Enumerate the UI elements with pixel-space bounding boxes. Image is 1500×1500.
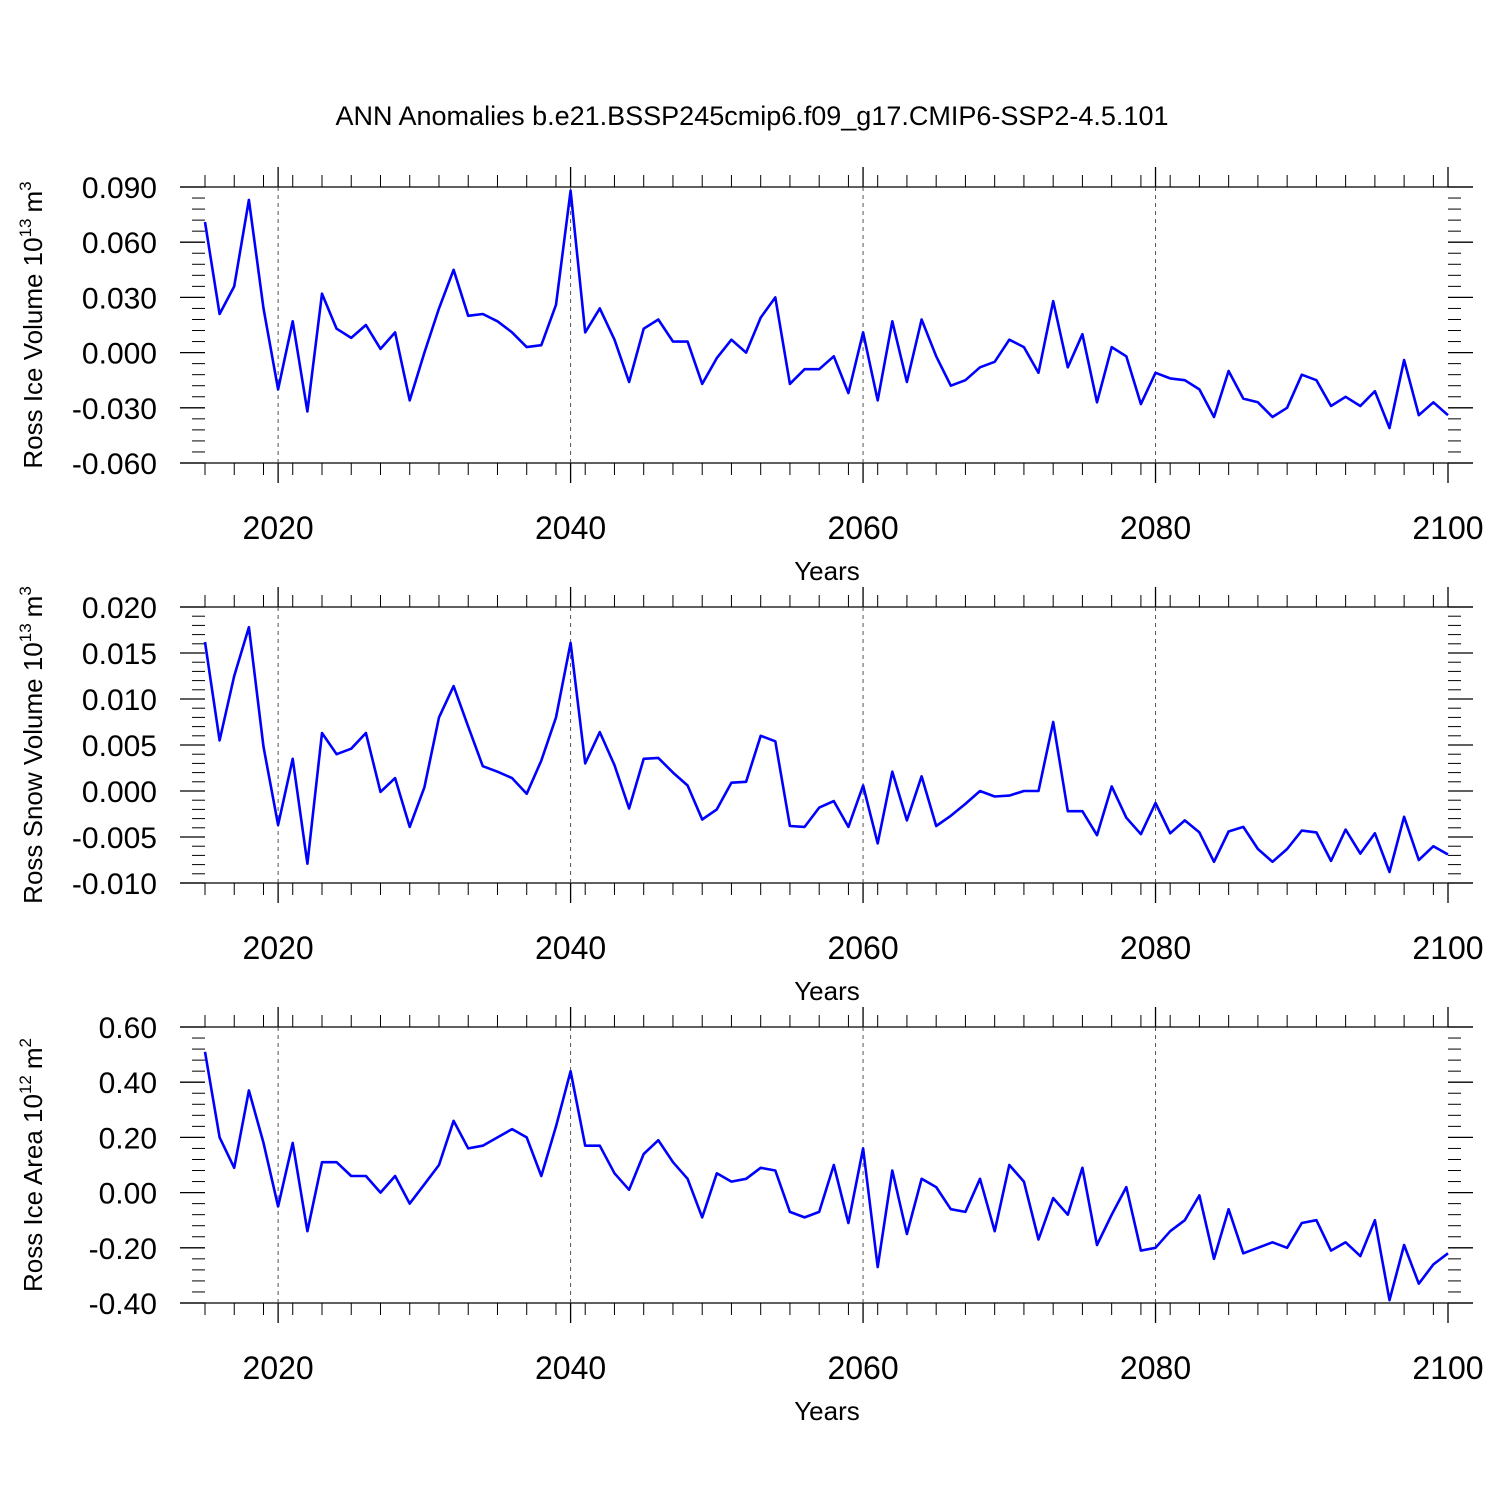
y-tick-label: 0.00 [99,1178,157,1211]
y-axis-label-unit: m [18,596,48,618]
x-tick-label: 2020 [243,510,314,546]
x-tick-label: 2060 [827,930,898,966]
y-axis-label: Ross Ice Volume 1013 m3 [16,181,48,468]
y-axis-label-unit: m [18,191,48,213]
x-tick-label: 2100 [1412,930,1483,966]
y-tick-label: 0.40 [99,1067,157,1100]
y-axis-label-unit-exponent: 3 [16,181,35,190]
chart-panel-3: 2020 2040 2060 2080 2100 -0.40 -0.20 0.00 0.20 0.… [16,1007,1484,1426]
y-tick-label: -0.005 [72,822,157,855]
x-tick-label: 2020 [243,930,314,966]
y-axis-label-unit: m [18,1047,48,1069]
y-tick-label: 0.090 [82,172,157,205]
y-tick-label: 0.000 [82,776,157,809]
chart-panel-1: 2020 2040 2060 2080 2100 -0.060 -0.030 0.000 0.0… [16,167,1484,586]
y-axis-label-exponent: 12 [16,1075,35,1094]
y-axis-label-exponent: 13 [16,623,35,642]
x-axis-label: Years [794,1396,860,1426]
y-tick-label: 0.020 [82,592,157,625]
y-tick-label: 0.060 [82,227,157,260]
y-tick-label: -0.20 [89,1233,157,1266]
y-axis-label-main: Ross Ice Volume 10 [18,237,48,468]
x-tick-label: 2040 [535,1350,606,1386]
y-tick-label: -0.010 [72,868,157,901]
x-tick-label: 2020 [243,1350,314,1386]
x-axis-label: Years [794,976,860,1006]
x-tick-label: 2080 [1120,510,1191,546]
y-axis-label-main: Ross Snow Volume 10 [18,642,48,904]
x-tick-label: 2080 [1120,930,1191,966]
x-tick-label: 2060 [827,510,898,546]
y-tick-label: 0.015 [82,638,157,671]
y-tick-label: 0.20 [99,1122,157,1155]
x-axis-label: Years [794,556,860,586]
y-axis-label-unit-exponent: 2 [16,1038,35,1047]
x-tick-label: 2040 [535,930,606,966]
y-axis-label: Ross Ice Area 1012 m2 [16,1038,48,1292]
chart-panel-2: 2020 2040 2060 2080 2100 -0.010 -0.005 0.000 0.0… [16,586,1484,1006]
y-tick-label: 0.030 [82,282,157,315]
y-axis-label: Ross Snow Volume 1013 m3 [16,586,48,904]
chart-panels: 2020 2040 2060 2080 2100 -0.060 -0.030 0.000 0.0… [16,167,1484,1426]
y-tick-label: -0.030 [72,393,157,426]
x-tick-label: 2100 [1412,510,1483,546]
y-tick-label: 0.60 [99,1012,157,1045]
x-tick-label: 2080 [1120,1350,1191,1386]
x-tick-label: 2100 [1412,1350,1483,1386]
y-tick-label: -0.40 [89,1288,157,1321]
series-line [203,1051,1449,1302]
y-axis-label-main: Ross Ice Area 10 [18,1094,48,1292]
y-tick-label: 0.000 [82,338,157,371]
y-axis-label-exponent: 13 [16,218,35,237]
y-axis-label-unit-exponent: 3 [16,586,35,595]
x-tick-label: 2060 [827,1350,898,1386]
series-line [203,189,1449,430]
y-tick-label: 0.005 [82,730,157,763]
series-line [203,625,1449,874]
y-tick-label: 0.010 [82,684,157,717]
chart-title: ANN Anomalies b.e21.BSSP245cmip6.f09_g17… [336,101,1169,131]
x-tick-label: 2040 [535,510,606,546]
y-tick-label: -0.060 [72,448,157,481]
